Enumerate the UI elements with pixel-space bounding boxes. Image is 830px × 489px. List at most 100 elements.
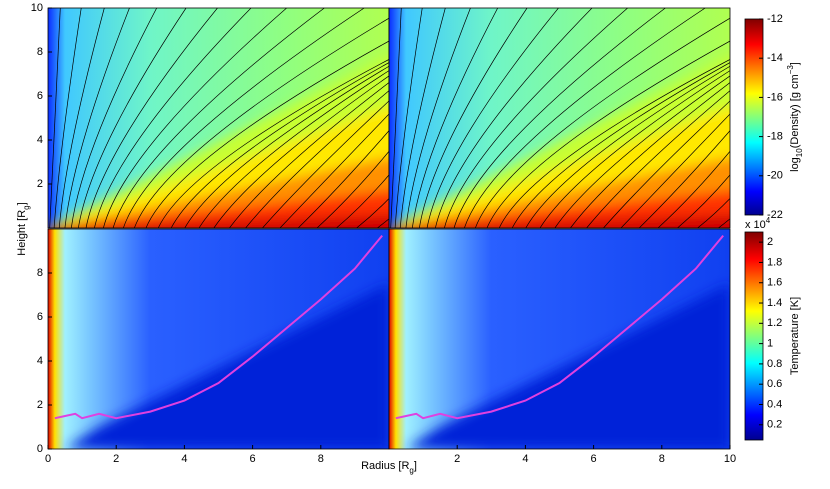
colorbar-multiplier-part: 4 [766,216,771,225]
field-line [570,82,730,228]
x-tick-label: 10 [724,453,736,465]
y-tick-label: 6 [37,311,43,323]
field-line [112,8,325,228]
field-line [435,8,593,228]
field-line [145,40,389,228]
x-tick-label: 4 [181,453,187,465]
colorbar-tick-label: 1 [767,338,773,350]
field-line [336,174,389,228]
field-line [94,8,252,228]
y-axis-label: Height [Rg] [16,202,31,255]
y-axis-label-part: Height [R [16,210,28,256]
field-line [53,8,82,228]
x-tick-label: 8 [318,453,324,465]
field-line [426,8,559,228]
x-axis-label-part: Radius [R [361,460,409,472]
field-line [157,59,389,228]
field-line [718,218,730,228]
disk [48,56,389,228]
panel [389,8,730,228]
colorbar-label-part: (Density) [g cm [789,74,801,148]
field-line [58,8,105,228]
y-tick-label: 4 [37,355,43,367]
y-tick-label: 4 [37,134,43,146]
colorbar-tick-label: -18 [767,131,783,143]
y-tick-label: 0 [37,443,43,455]
field-line [70,8,158,228]
y-axis-label-part: g [22,205,31,209]
y-tick-label: 8 [37,267,43,279]
x-tick-label: 0 [45,453,51,465]
colorbar-tick-label: -14 [767,52,783,64]
field-line [486,40,730,228]
colorbar-label-part: ] [789,62,801,65]
field-line [213,75,389,228]
field-line [498,59,730,228]
x-tick-label: 2 [454,453,460,465]
colorbar-label-part: 10 [795,148,804,157]
field-line [245,90,389,228]
field-line [453,8,666,228]
field-line [525,65,730,228]
field-line [405,8,471,228]
field-line [475,17,730,228]
disk-layer [48,214,389,228]
field-line [444,8,628,228]
y-tick-label: 6 [37,90,43,102]
y-tick-label: 10 [31,2,43,14]
colorbar-tick-label: 0.6 [767,378,782,390]
field-line [64,8,130,228]
colorbar-tick-label: 2 [767,236,773,248]
field-line [198,70,389,228]
field-line [390,8,402,228]
field-line [419,8,528,228]
x-tick-label: 8 [659,453,665,465]
field-line [464,8,706,228]
colorbar-tick-label: -12 [767,13,783,25]
disk-layer [389,214,730,228]
contour [54,234,383,420]
colorbar-label-part: −3 [786,65,795,75]
x-tick-label: 2 [113,453,119,465]
field-line [554,75,730,228]
field-line [49,8,61,228]
field-line [586,90,730,228]
colorbar [744,18,764,216]
field-line [657,150,730,228]
cold-disk [406,284,730,449]
x-tick-label: 6 [250,453,256,465]
x-tick-label: 6 [591,453,597,465]
colorbar-tick-label: 0.8 [767,358,782,370]
colorbar-tick-label: -20 [767,170,783,182]
field-line [184,65,389,228]
colorbar-tick-label: -16 [767,91,783,103]
colorbar-tick-label: -22 [767,209,783,221]
field-line [411,8,499,228]
colorbar-label: Temperature [K] [789,297,801,375]
colorbar-label: log10(Density) [g cm−3] [786,62,804,172]
colorbar-tick-label: 1.8 [767,256,782,268]
panel [48,229,389,449]
y-tick-label: 2 [37,178,43,190]
contour [395,234,724,420]
colorbar-tick-label: 1.2 [767,317,782,329]
field-line [511,62,730,228]
field-line [229,82,389,228]
y-tick-label: 2 [37,399,43,411]
panel [48,8,389,228]
colorbar-tick-label: 1.6 [767,277,782,289]
x-axis-label-part: g [409,466,413,475]
field-line [603,100,730,228]
field-line [170,62,389,228]
colorbar-multiplier: x 104 [745,216,771,231]
field-line [123,8,365,228]
field-line [316,150,389,228]
field-line [697,197,730,228]
colorbar-tick-label: 0.4 [767,398,782,410]
colorbar [744,231,764,441]
x-tick-label: 4 [522,453,528,465]
colorbar-multiplier-part: x 10 [745,219,766,231]
field-line [85,8,218,228]
panel-frame [388,228,731,450]
